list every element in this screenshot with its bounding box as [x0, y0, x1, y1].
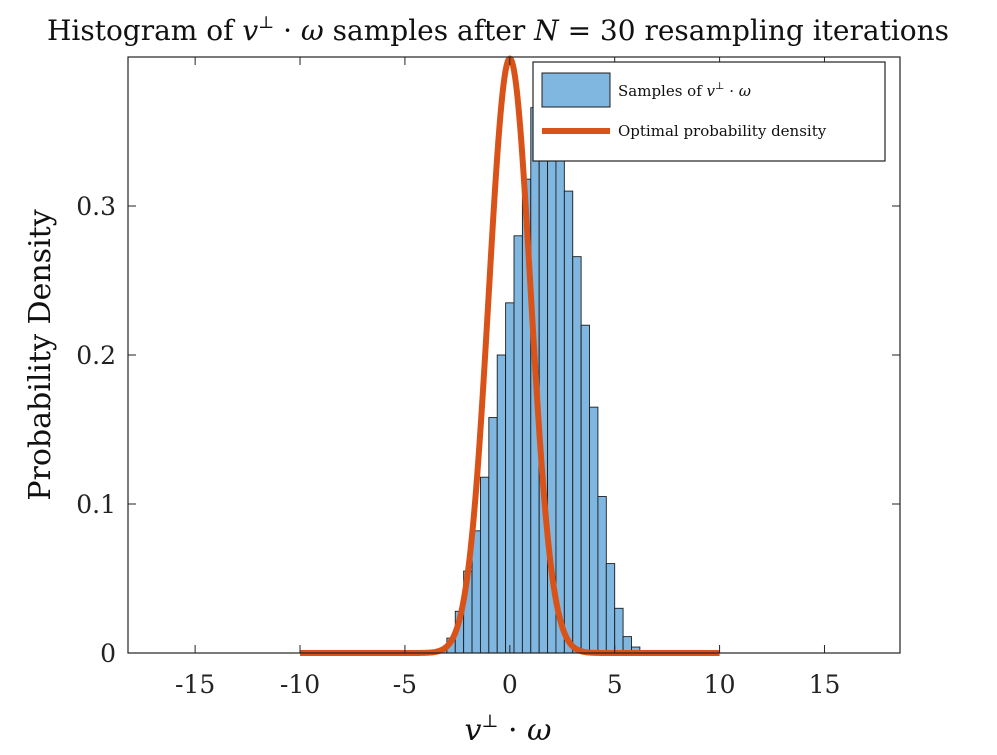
- x-tick-label: 5: [607, 670, 623, 699]
- title-n: N: [533, 14, 560, 47]
- legend-hist-omega: ω: [739, 82, 751, 100]
- histogram-bar: [505, 302, 515, 654]
- title-middle: samples after: [324, 14, 534, 47]
- title-var-v: v: [242, 14, 258, 47]
- title-suffix: = 30 resampling iterations: [559, 14, 949, 47]
- chart-title: Histogram of v⊥ · ω samples after N = 30…: [47, 13, 949, 47]
- x-axis-label: v⊥ · ω: [465, 711, 552, 748]
- x-tick-label: 0: [502, 670, 518, 699]
- histogram-bar: [589, 406, 599, 654]
- histogram-bar: [538, 101, 549, 654]
- histogram-bar: [513, 235, 523, 654]
- legend-label-curve: Optimal probability density: [618, 122, 827, 140]
- y-tick-label: 0.3: [76, 192, 116, 221]
- xlabel-var-v: v: [465, 713, 482, 748]
- xlabel-omega: ω: [527, 713, 551, 748]
- histogram-bar: [580, 324, 590, 654]
- histogram-bar: [605, 563, 616, 654]
- legend-hist-perp: ⊥: [715, 81, 724, 92]
- xlabel-dot: ·: [498, 713, 527, 748]
- legend-label-histogram: Samples of v⊥ · ω: [618, 81, 751, 100]
- histogram-bar: [479, 476, 490, 654]
- x-axis-ticks: -15 -10 -5 0 5 10 15: [175, 57, 840, 699]
- y-tick-label: 0.2: [76, 341, 116, 370]
- x-tick-label: 15: [809, 670, 841, 699]
- histogram-bar: [563, 190, 574, 654]
- x-tick-label: 10: [704, 670, 736, 699]
- histogram-bar: [496, 354, 507, 654]
- title-prefix: Histogram of: [47, 14, 242, 47]
- histogram-bar: [555, 116, 565, 654]
- legend-hist-var-v: v: [707, 82, 716, 100]
- y-tick-label: 0: [100, 639, 116, 668]
- title-perp-symbol: ⊥: [258, 13, 274, 33]
- legend-hist-dot: ·: [724, 82, 738, 100]
- title-dot: ·: [274, 14, 301, 47]
- x-tick-label: -15: [175, 670, 215, 699]
- histogram-bar: [614, 607, 624, 654]
- x-tick-label: -5: [393, 670, 417, 699]
- legend-hist-prefix: Samples of: [618, 82, 707, 100]
- y-axis-ticks: 0 0.1 0.2 0.3: [76, 192, 900, 668]
- histogram-bar: [572, 256, 582, 654]
- histogram-bar: [488, 417, 498, 654]
- xlabel-perp-symbol: ⊥: [481, 711, 498, 732]
- y-tick-label: 0.1: [76, 490, 116, 519]
- title-omega: ω: [301, 14, 324, 47]
- legend: Samples of v⊥ · ω Optimal probability de…: [532, 61, 886, 162]
- legend-swatch-histogram: [541, 72, 611, 108]
- x-tick-label: -10: [280, 670, 320, 699]
- histogram-bar: [597, 496, 607, 654]
- y-axis-label: Probability Density: [23, 209, 58, 500]
